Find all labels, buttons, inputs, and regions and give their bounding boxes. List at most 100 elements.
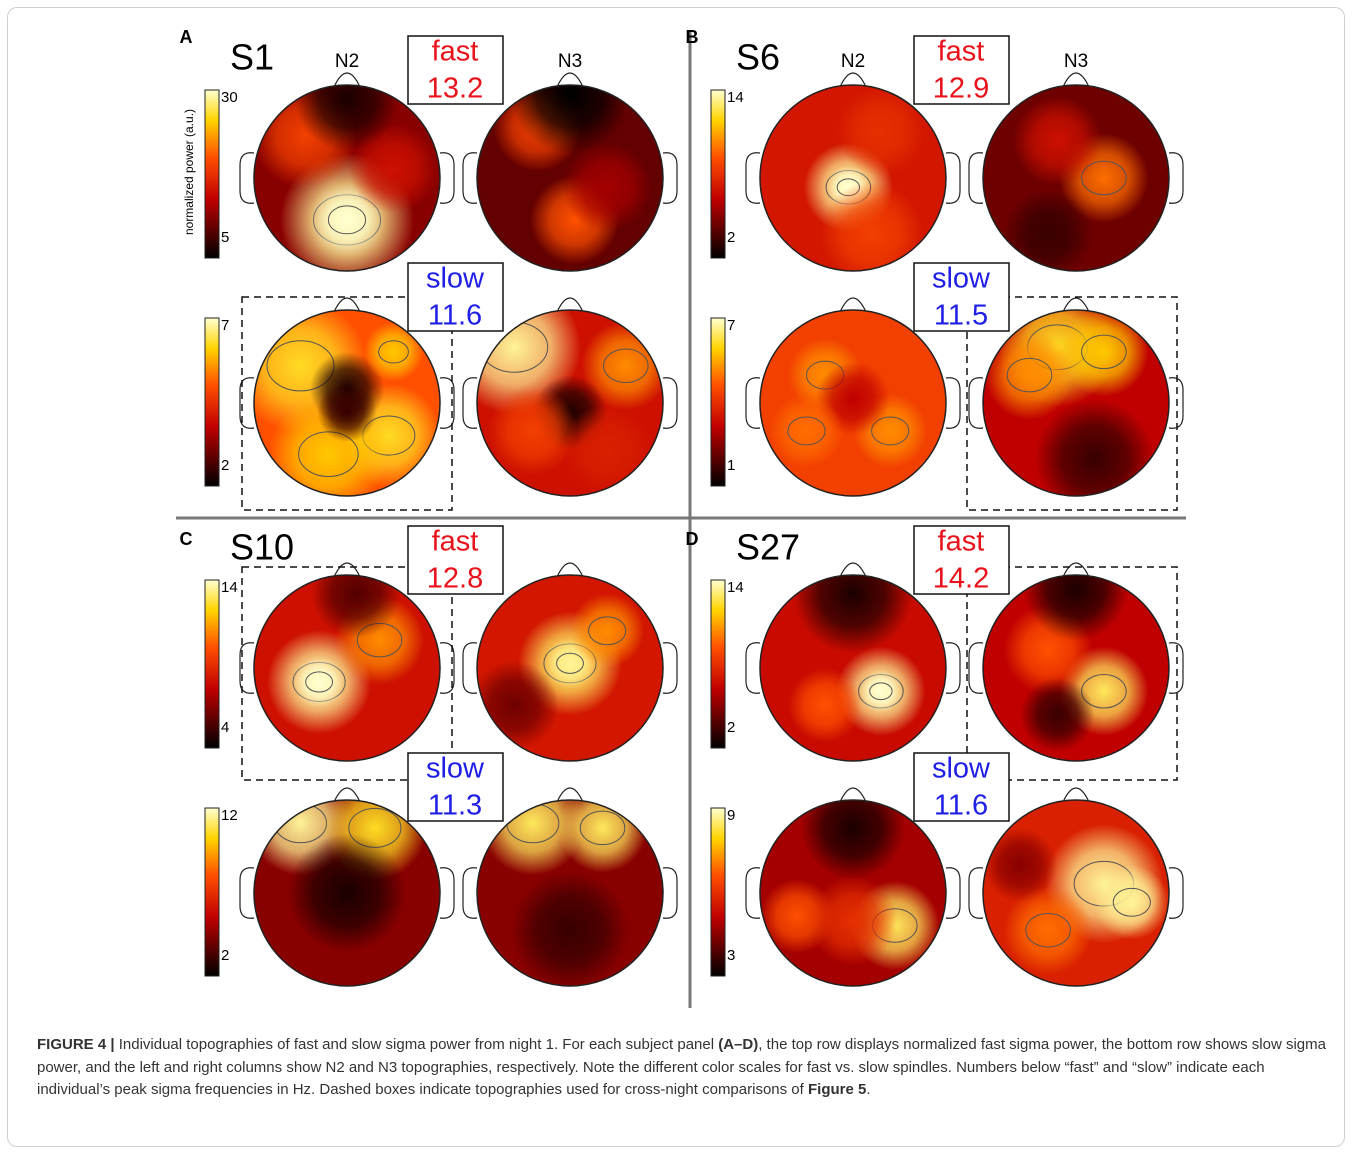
- panel-letter: C: [180, 529, 193, 549]
- colorbar-min: 2: [221, 947, 229, 964]
- ear: [969, 868, 983, 919]
- hotspot: [1035, 399, 1154, 518]
- ear: [1169, 868, 1183, 919]
- hotspot: [1020, 677, 1094, 751]
- peak-frequency: 14.2: [933, 563, 989, 595]
- caption-text: Individual topographies of fast and slow…: [115, 1036, 719, 1053]
- hotspot: [563, 143, 652, 232]
- ear: [663, 153, 677, 204]
- hotspot: [317, 383, 377, 443]
- colorbar-min: 2: [221, 457, 229, 474]
- hotspot: [1095, 865, 1169, 939]
- panel-letter: D: [686, 529, 699, 549]
- colorbar-max: 14: [727, 89, 744, 106]
- caption-label: FIGURE 4 |: [37, 1036, 115, 1053]
- hotspot: [836, 87, 925, 176]
- ear: [440, 868, 454, 919]
- peak-frequency: 13.2: [427, 73, 483, 105]
- colorbar-max: 7: [221, 317, 229, 334]
- spindle-label: slow: [932, 753, 991, 785]
- spindle-label: fast: [938, 526, 985, 558]
- panel-letter: B: [686, 27, 699, 47]
- ear: [463, 378, 477, 429]
- hotspot: [788, 668, 862, 742]
- colorbar: [205, 808, 219, 976]
- hotspot: [808, 876, 897, 965]
- colorbar: [711, 318, 725, 486]
- spindle-label: slow: [426, 753, 485, 785]
- colorbar: [205, 318, 219, 486]
- topography: [746, 73, 960, 286]
- hotspot: [1003, 189, 1092, 278]
- colorbar: [711, 808, 725, 976]
- peak-frequency: 11.5: [934, 300, 988, 332]
- caption-bold: (A–D): [718, 1036, 758, 1053]
- colorbar: [711, 90, 725, 258]
- ear: [663, 868, 677, 919]
- colorbar-min: 2: [727, 229, 735, 246]
- ear: [969, 643, 983, 694]
- hotspot: [1013, 96, 1102, 185]
- ear: [240, 153, 254, 204]
- colorbar: [711, 580, 725, 748]
- ear: [240, 868, 254, 919]
- colorbar-min: 4: [221, 719, 229, 736]
- ear: [969, 153, 983, 204]
- colorbar-max: 14: [727, 579, 744, 596]
- hotspot: [570, 594, 644, 668]
- figure: AS1N2N3normalized power (a.u.)30572BS6N2…: [0, 0, 1354, 1020]
- ear: [1169, 153, 1183, 204]
- hotspot: [488, 386, 577, 475]
- spindle-label: slow: [426, 263, 485, 295]
- ear: [946, 868, 960, 919]
- subject-label: S10: [230, 527, 294, 568]
- ear: [1169, 378, 1183, 429]
- colorbar-max: 30: [221, 89, 238, 106]
- colorbar: [205, 90, 219, 258]
- hotspot: [983, 828, 1057, 902]
- ear: [946, 378, 960, 429]
- colorbar-min: 2: [727, 719, 735, 736]
- hotspot: [793, 534, 912, 653]
- column-label: N2: [841, 51, 865, 72]
- peak-frequency: 11.6: [428, 300, 482, 332]
- ear: [746, 643, 760, 694]
- ear: [1169, 643, 1183, 694]
- caption: FIGURE 4 | Individual topographies of fa…: [37, 1034, 1327, 1102]
- colorbar-max: 12: [221, 807, 238, 824]
- ear: [746, 378, 760, 429]
- colorbar-max: 9: [727, 807, 735, 824]
- colorbar-max: 14: [221, 579, 238, 596]
- colorbar-min: 5: [221, 229, 229, 246]
- caption-bold: Figure 5: [808, 1081, 866, 1098]
- hotspot: [769, 394, 843, 468]
- ear: [946, 643, 960, 694]
- ear: [463, 153, 477, 204]
- hotspot: [1024, 537, 1128, 641]
- column-label: N2: [335, 51, 359, 72]
- subject-label: S6: [736, 37, 780, 78]
- peak-frequency: 11.6: [934, 790, 988, 822]
- ear: [746, 153, 760, 204]
- ear: [746, 868, 760, 919]
- hotspot: [287, 833, 406, 952]
- spindle-label: slow: [932, 263, 991, 295]
- hotspot: [510, 871, 629, 990]
- peak-frequency: 12.8: [427, 563, 483, 595]
- column-label: N3: [1064, 51, 1088, 72]
- ear: [663, 378, 677, 429]
- page: AS1N2N3normalized power (a.u.)30572BS6N2…: [0, 0, 1354, 1155]
- column-label: N3: [558, 51, 582, 72]
- ear: [463, 868, 477, 919]
- ear: [969, 378, 983, 429]
- colorbar-min: 3: [727, 947, 735, 964]
- subject-label: S27: [736, 527, 800, 568]
- caption-text: .: [866, 1081, 870, 1098]
- subject-label: S1: [230, 37, 274, 78]
- hotspot: [859, 669, 904, 714]
- colorbar-min: 1: [727, 457, 735, 474]
- peak-frequency: 11.3: [428, 790, 482, 822]
- ear: [463, 643, 477, 694]
- colorbar-label: normalized power (a.u.): [182, 109, 196, 235]
- ear: [663, 643, 677, 694]
